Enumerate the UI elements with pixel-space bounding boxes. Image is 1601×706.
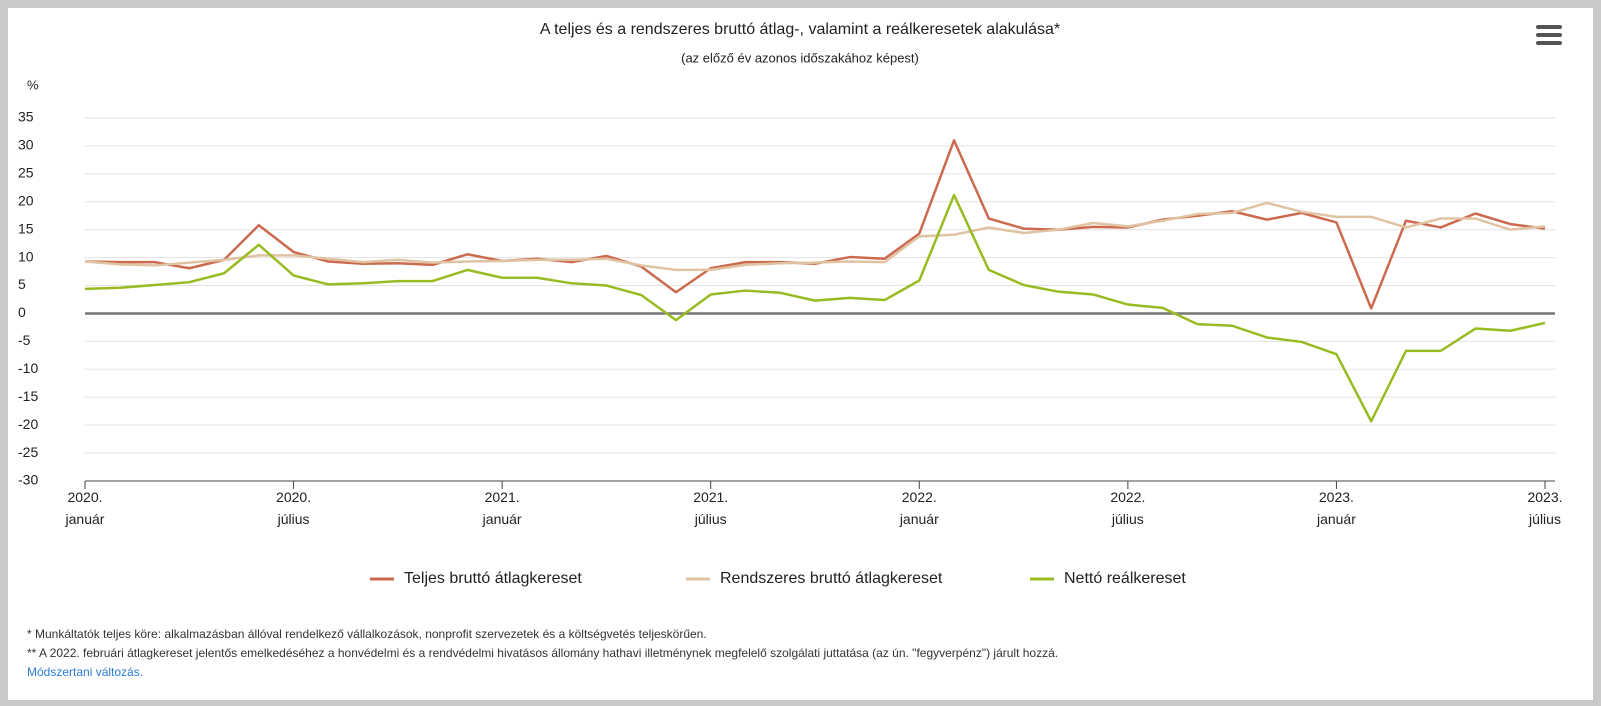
y-tick-label: 15: [18, 220, 34, 236]
x-tick-label: 2020. július: [276, 489, 311, 527]
x-tick-label: 2021. július: [693, 489, 728, 527]
y-tick-label: 0: [18, 304, 26, 320]
chart-subtitle: (az előző év azonos időszakához képest): [681, 50, 919, 65]
y-tick-label: 10: [18, 248, 34, 264]
legend-label: Rendszeres bruttó átlagkereset: [720, 570, 943, 587]
x-tick-label: 2023. január: [1316, 489, 1356, 527]
legend-label: Nettó reálkereset: [1064, 570, 1186, 587]
menu-bar[interactable]: [1536, 25, 1562, 29]
chart: A teljes és a rendszeres bruttó átlag-, …: [18, 21, 1563, 587]
y-tick-label: 20: [18, 192, 34, 208]
y-tick-label: -15: [18, 388, 38, 404]
y-tick-label: -20: [18, 416, 38, 432]
y-tick-label: 25: [18, 165, 34, 181]
y-tick-label: 30: [18, 137, 34, 153]
y-tick-label: 5: [18, 276, 26, 292]
method-link[interactable]: Módszertani változás.: [27, 665, 144, 679]
legend-label: Teljes bruttó átlagkereset: [404, 570, 582, 587]
x-tick-label: 2022. január: [899, 489, 939, 527]
footnote: * Munkáltatók teljes köre: alkalmazásban…: [27, 627, 707, 641]
x-tick-label: 2023. július: [1527, 489, 1562, 527]
series-line: [84, 193, 1546, 423]
x-tick-label: 2021. január: [482, 489, 522, 527]
y-axis-label: %: [27, 77, 39, 92]
legend-item[interactable]: Teljes bruttó átlagkereset: [370, 570, 582, 587]
legend-item[interactable]: Nettó reálkereset: [1030, 570, 1186, 587]
legend-item[interactable]: Rendszeres bruttó átlagkereset: [686, 570, 943, 587]
x-tick-label: 2020. január: [65, 489, 105, 527]
menu-bar[interactable]: [1536, 33, 1562, 37]
menu-bar[interactable]: [1536, 41, 1562, 45]
y-tick-label: -10: [18, 360, 38, 376]
menu-button[interactable]: [1536, 25, 1562, 45]
y-tick-label: -30: [18, 472, 38, 488]
footnote: ** A 2022. februári átlagkereset jelentő…: [27, 646, 1059, 660]
panel: A teljes és a rendszeres bruttó átlag-, …: [8, 8, 1593, 700]
y-tick-label: -25: [18, 444, 38, 460]
chart-title: A teljes és a rendszeres bruttó átlag-, …: [540, 21, 1060, 38]
series-line: [84, 201, 1546, 272]
x-tick-label: 2022. július: [1110, 489, 1145, 527]
series-line: [84, 139, 1546, 310]
y-tick-label: 35: [18, 109, 34, 125]
y-tick-label: -5: [18, 332, 31, 348]
